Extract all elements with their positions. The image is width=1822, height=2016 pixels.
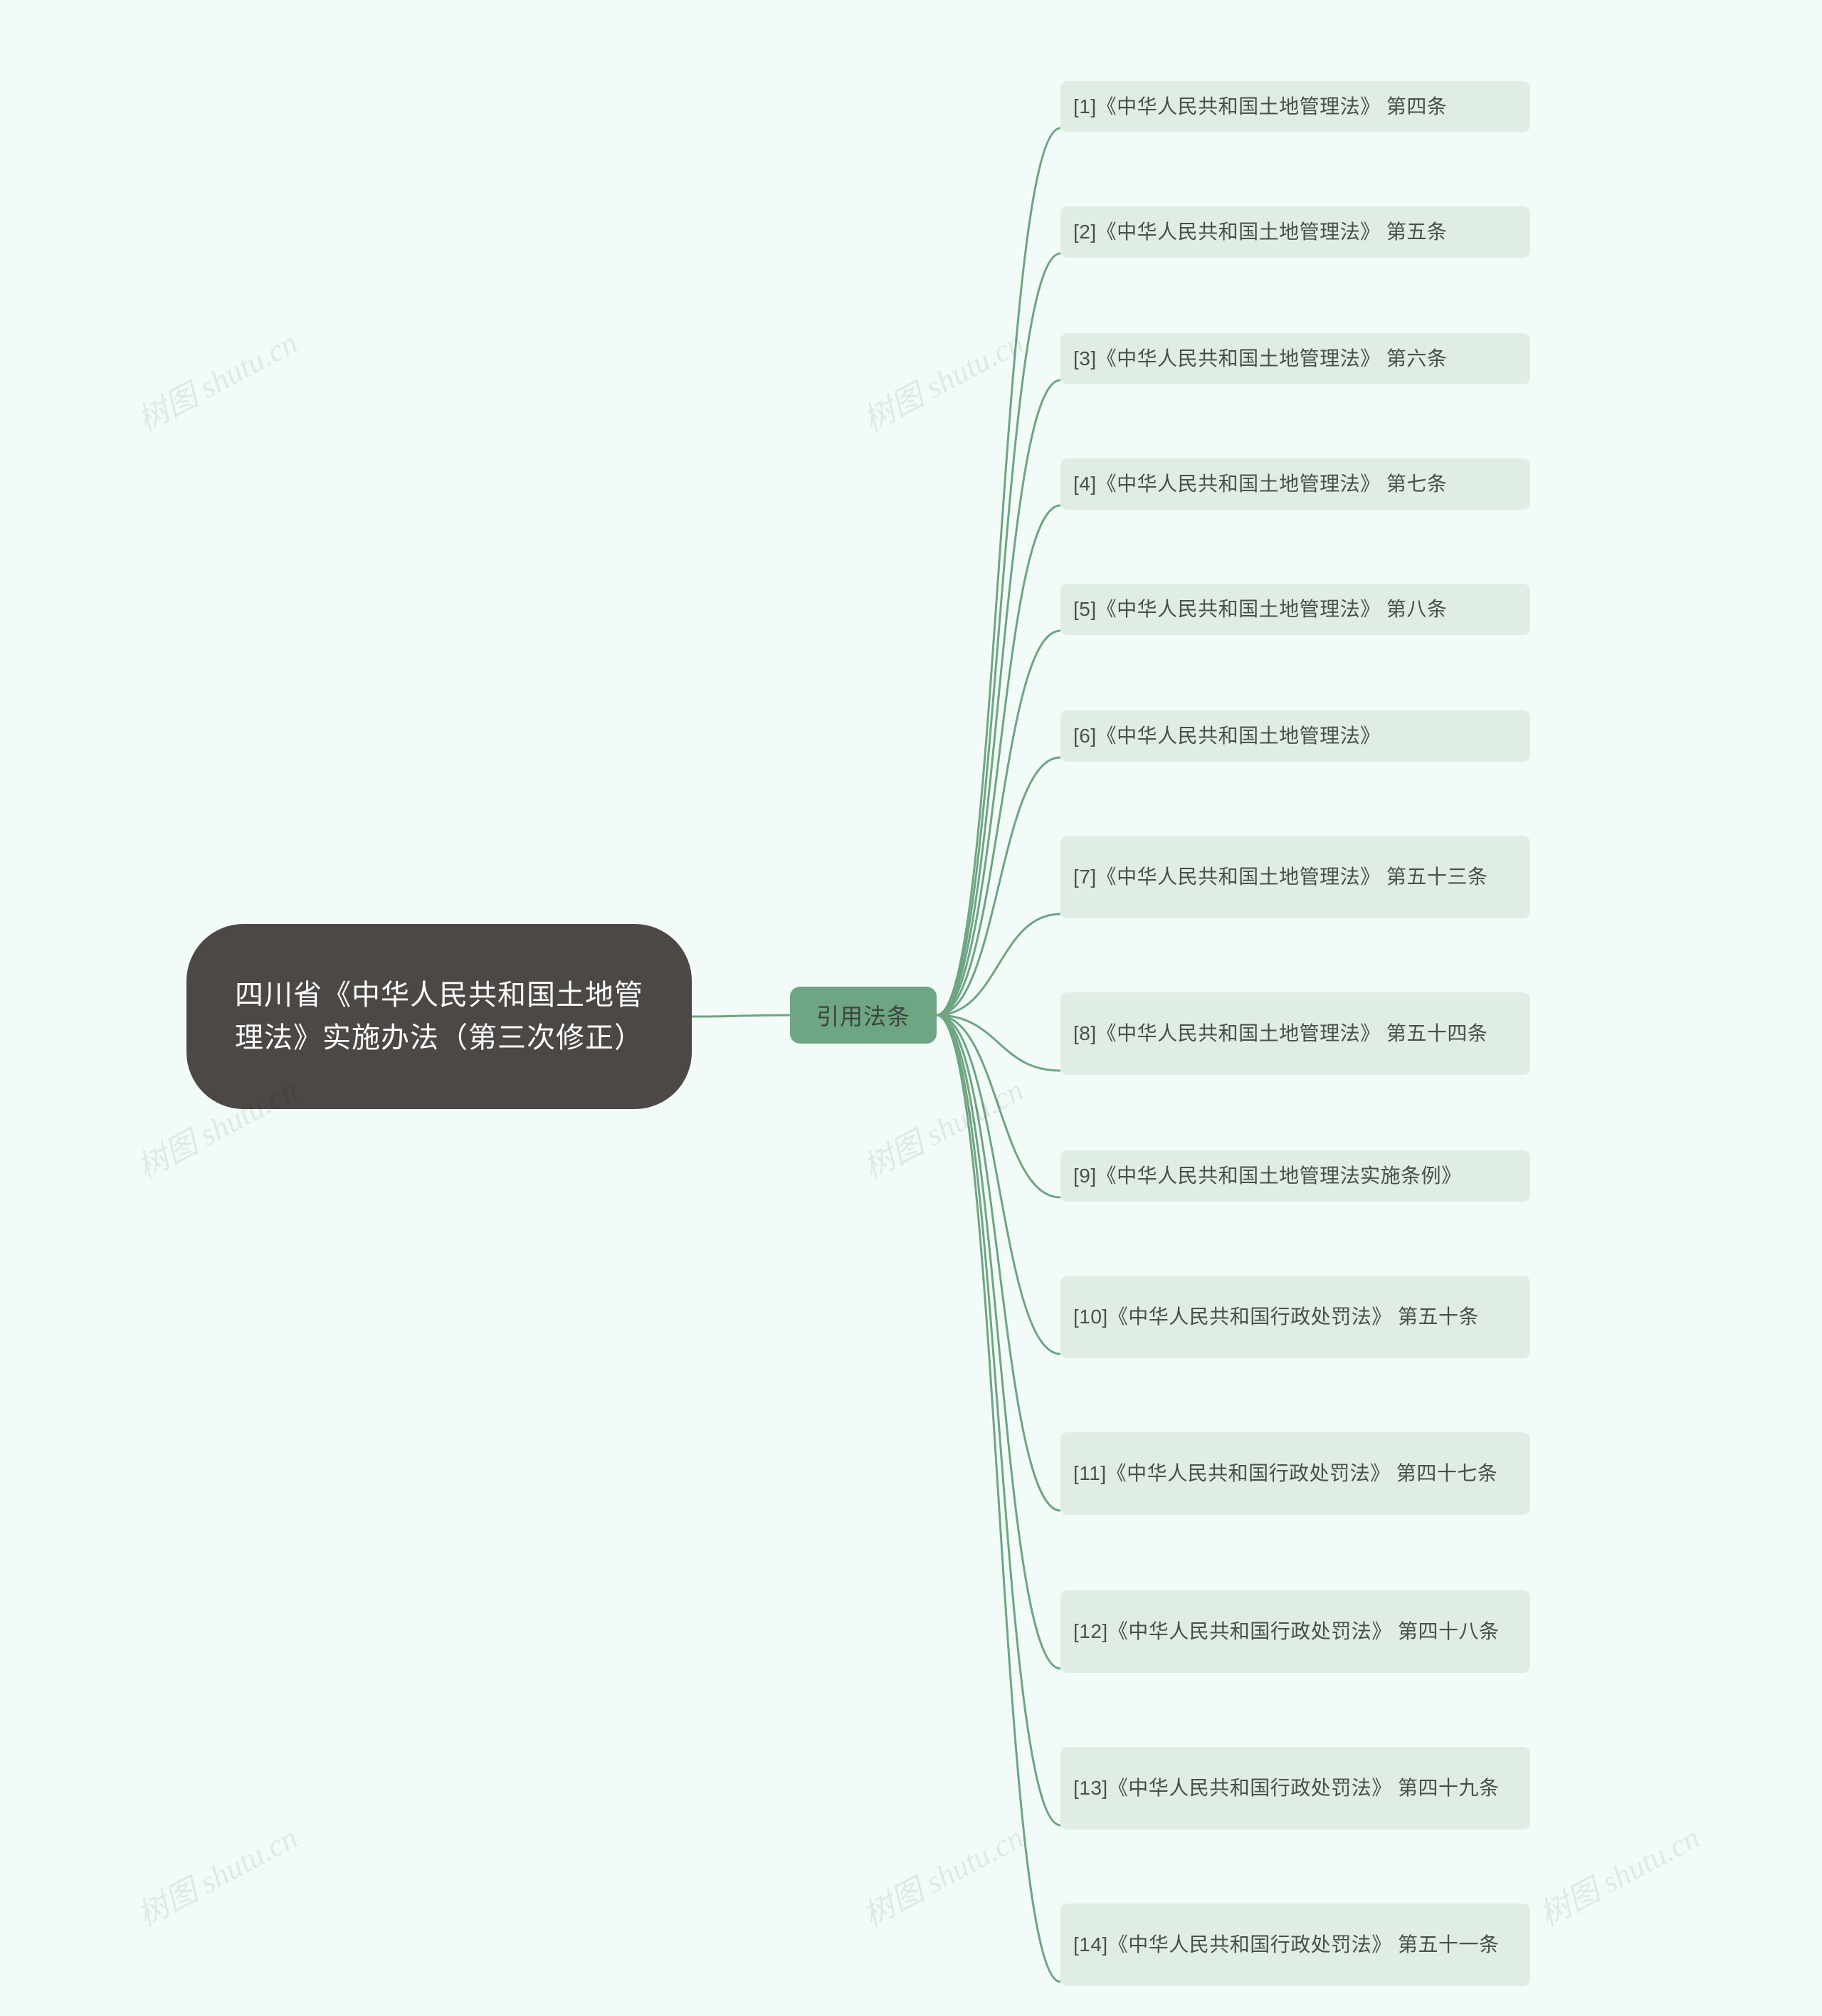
leaf-node[interactable]: [13]《中华人民共和国行政处罚法》 第四十九条	[1060, 1747, 1530, 1829]
sub-node-label: 引用法条	[816, 999, 910, 1031]
leaf-node-label: [12]《中华人民共和国行政处罚法》 第四十八条	[1073, 1616, 1500, 1647]
leaf-node-label: [10]《中华人民共和国行政处罚法》 第五十条	[1073, 1301, 1479, 1332]
watermark-text: 树图 shutu.cn	[1529, 1812, 1706, 1935]
leaf-node-label: [11]《中华人民共和国行政处罚法》 第四十七条	[1073, 1458, 1497, 1489]
leaf-node-label: [13]《中华人民共和国行政处罚法》 第四十九条	[1073, 1773, 1500, 1803]
leaf-node[interactable]: [3]《中华人民共和国土地管理法》 第六条	[1060, 333, 1530, 384]
leaf-node-label: [6]《中华人民共和国土地管理法》	[1073, 720, 1381, 751]
leaf-node-label: [8]《中华人民共和国土地管理法》 第五十四条	[1073, 1018, 1487, 1049]
watermark-text: 树图 shutu.cn	[853, 1065, 1030, 1187]
watermark-text: 树图 shutu.cn	[127, 1812, 304, 1935]
leaf-node[interactable]: [14]《中华人民共和国行政处罚法》 第五十一条	[1060, 1904, 1530, 1986]
leaf-node[interactable]: [8]《中华人民共和国土地管理法》 第五十四条	[1060, 992, 1530, 1075]
mindmap-canvas: 四川省《中华人民共和国土地管理法》实施办法（第三次修正） 引用法条 [1]《中华…	[0, 0, 1822, 2016]
leaf-node-label: [7]《中华人民共和国土地管理法》 第五十三条	[1073, 861, 1487, 892]
leaf-node-label: [3]《中华人民共和国土地管理法》 第六条	[1073, 343, 1447, 374]
watermark-text: 树图 shutu.cn	[853, 317, 1030, 440]
leaf-node-label: [2]《中华人民共和国土地管理法》 第五条	[1073, 216, 1447, 247]
leaf-node-label: [4]《中华人民共和国土地管理法》 第七条	[1073, 468, 1447, 499]
leaf-node[interactable]: [2]《中华人民共和国土地管理法》 第五条	[1060, 206, 1530, 258]
root-node[interactable]: 四川省《中华人民共和国土地管理法》实施办法（第三次修正）	[186, 924, 692, 1109]
leaf-node-label: [1]《中华人民共和国土地管理法》 第四条	[1073, 91, 1447, 122]
leaf-node[interactable]: [6]《中华人民共和国土地管理法》	[1060, 710, 1530, 762]
root-node-label: 四川省《中华人民共和国土地管理法》实施办法（第三次修正）	[222, 974, 656, 1059]
leaf-node-label: [9]《中华人民共和国土地管理法实施条例》	[1073, 1160, 1462, 1191]
leaf-node-label: [5]《中华人民共和国土地管理法》 第八条	[1073, 594, 1447, 624]
sub-node[interactable]: 引用法条	[790, 987, 937, 1044]
leaf-node[interactable]: [12]《中华人民共和国行政处罚法》 第四十八条	[1060, 1590, 1530, 1673]
watermark-text: 树图 shutu.cn	[127, 317, 304, 440]
leaf-node[interactable]: [7]《中华人民共和国土地管理法》 第五十三条	[1060, 836, 1530, 918]
leaf-node[interactable]: [4]《中华人民共和国土地管理法》 第七条	[1060, 458, 1530, 510]
watermark-text: 树图 shutu.cn	[853, 1812, 1030, 1935]
leaf-node[interactable]: [10]《中华人民共和国行政处罚法》 第五十条	[1060, 1276, 1530, 1358]
leaf-node-label: [14]《中华人民共和国行政处罚法》 第五十一条	[1073, 1929, 1500, 1960]
leaf-node[interactable]: [5]《中华人民共和国土地管理法》 第八条	[1060, 584, 1530, 635]
leaf-node[interactable]: [1]《中华人民共和国土地管理法》 第四条	[1060, 81, 1530, 132]
leaf-node[interactable]: [11]《中华人民共和国行政处罚法》 第四十七条	[1060, 1432, 1530, 1515]
leaf-node[interactable]: [9]《中华人民共和国土地管理法实施条例》	[1060, 1150, 1530, 1202]
